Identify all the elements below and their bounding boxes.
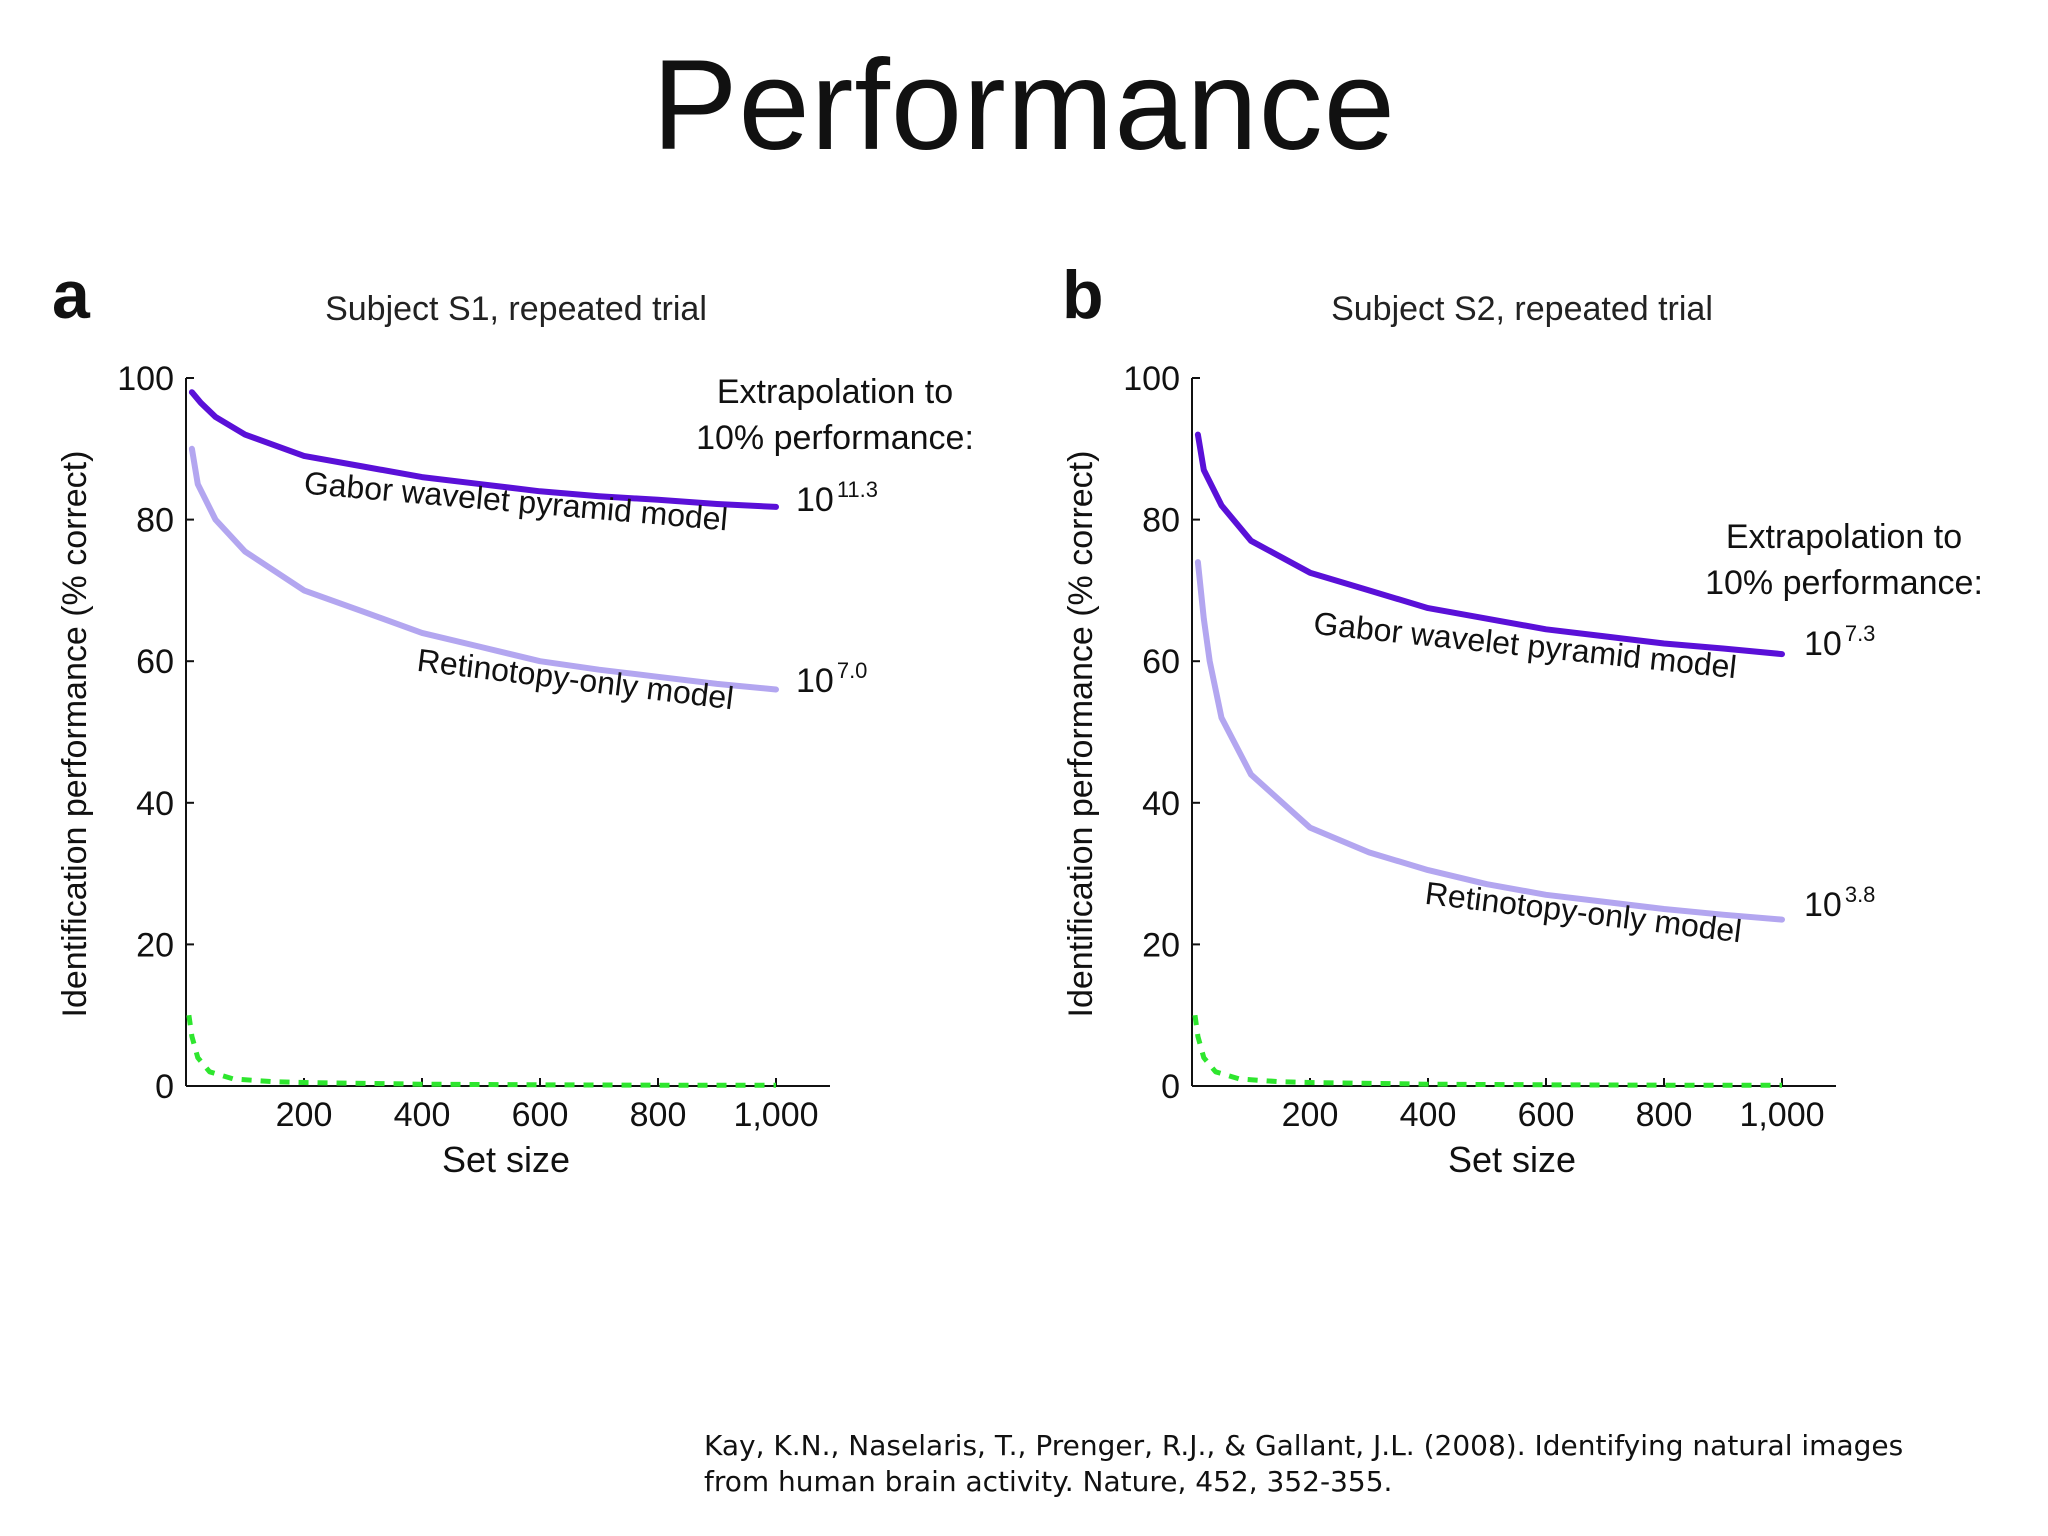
y-tick-label: 40 [136, 785, 174, 823]
x-tick-label: 600 [512, 1096, 569, 1134]
extrapolation-heading: 10% performance: [696, 419, 974, 457]
x-tick-label: 800 [630, 1096, 687, 1134]
y-tick-label: 60 [1142, 643, 1180, 681]
y-tick-label: 20 [136, 926, 174, 964]
x-tick-label: 400 [394, 1096, 451, 1134]
x-tick-label: 200 [1282, 1096, 1339, 1134]
slide-title: Performance [652, 34, 1396, 177]
series-label-retinotopy: Retinotopy-only model [1423, 875, 1743, 950]
x-tick-label: 1,000 [1739, 1096, 1824, 1134]
x-axis-label: Set size [442, 1139, 570, 1180]
citation-line-1: Kay, K.N., Naselaris, T., Prenger, R.J.,… [704, 1429, 1904, 1462]
y-axis-label: Identification performance (% correct) [1062, 451, 1100, 1018]
panel-letter: a [52, 257, 91, 333]
extrapolation-value-gabor: 10 7.3 [1804, 621, 1875, 663]
y-tick-label: 100 [117, 360, 174, 398]
citation: Kay, K.N., Naselaris, T., Prenger, R.J.,… [704, 1428, 2024, 1500]
y-tick-label: 80 [136, 502, 174, 540]
series-line-gabor [188, 389, 779, 510]
series-line-chance [186, 1014, 777, 1088]
series-label-gabor: Gabor wavelet pyramid model [303, 465, 730, 538]
y-tick-label: 0 [1161, 1068, 1180, 1106]
extrapolation-value-gabor: 10 11.3 [796, 477, 878, 519]
series-line-chance [1192, 1014, 1783, 1088]
series-line-retinotopy [1194, 559, 1785, 923]
chart-title: Subject S1, repeated trial [325, 290, 707, 328]
y-tick-label: 80 [1142, 502, 1180, 540]
series-line-retinotopy [188, 445, 779, 693]
x-tick-label: 600 [1518, 1096, 1575, 1134]
x-tick-label: 800 [1636, 1096, 1693, 1134]
extrapolation-value-retinotopy: 10 3.8 [1804, 882, 1875, 924]
extrapolation-heading: Extrapolation to [1726, 518, 1962, 556]
y-tick-label: 20 [1142, 926, 1180, 964]
y-tick-label: 40 [1142, 785, 1180, 823]
y-axis-label: Identification performance (% correct) [56, 451, 94, 1018]
y-tick-label: 60 [136, 643, 174, 681]
series-label-retinotopy: Retinotopy-only model [415, 642, 735, 717]
y-tick-label: 0 [155, 1068, 174, 1106]
y-tick-label: 100 [1123, 360, 1180, 398]
x-axis-label: Set size [1448, 1139, 1576, 1180]
series-line-gabor [1194, 431, 1785, 658]
chart-title: Subject S2, repeated trial [1331, 290, 1713, 328]
chart-panel-b: b Subject S2, repeated trial 0 20 40 60 80 100 2… [1062, 257, 1983, 1180]
series-label-gabor: Gabor wavelet pyramid model [1312, 605, 1739, 685]
x-tick-label: 200 [276, 1096, 333, 1134]
extrapolation-value-retinotopy: 10 7.0 [796, 658, 867, 700]
extrapolation-heading: 10% performance: [1705, 564, 1983, 602]
citation-line-2: from human brain activity. Nature, 452, … [704, 1465, 1393, 1498]
panel-letter: b [1062, 257, 1104, 333]
chart-panel-a: a Subject S1, repeated trial 0 20 40 60 80 100 2… [52, 257, 974, 1180]
x-tick-label: 1,000 [733, 1096, 818, 1134]
x-tick-label: 400 [1400, 1096, 1457, 1134]
extrapolation-heading: Extrapolation to [717, 373, 953, 411]
